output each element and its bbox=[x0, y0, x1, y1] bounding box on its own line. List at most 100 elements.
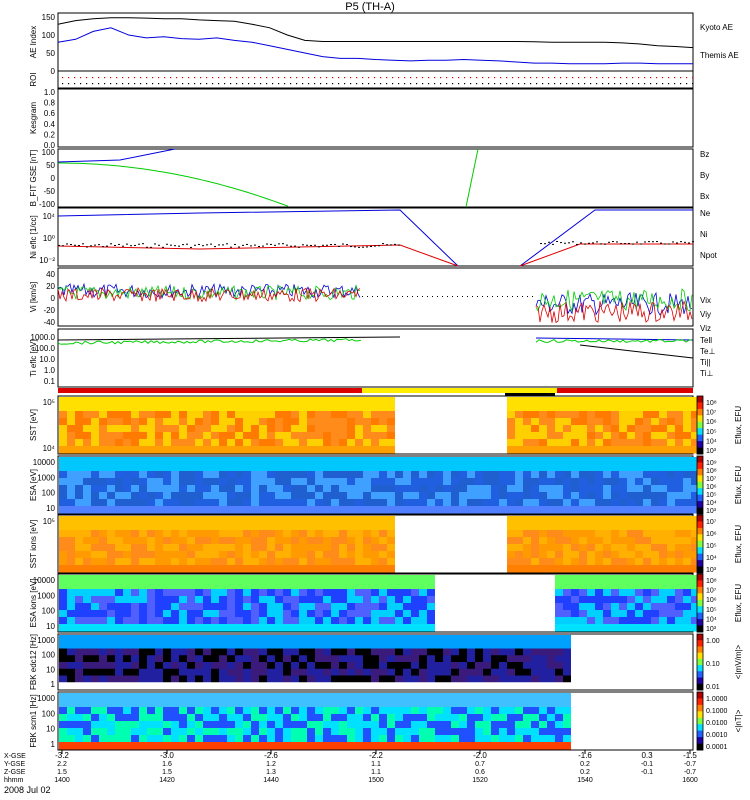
sst2-cell bbox=[363, 530, 371, 538]
esa1-cell bbox=[107, 499, 115, 507]
sst1-cell bbox=[179, 397, 187, 405]
fbk1-cell bbox=[371, 682, 379, 690]
fbk1-cell bbox=[483, 662, 491, 670]
esa1-cell bbox=[531, 485, 539, 493]
sst1-cell bbox=[131, 439, 139, 447]
esa1-cell bbox=[571, 485, 579, 493]
ni-ni-point bbox=[564, 242, 566, 244]
sst1-cell bbox=[227, 432, 235, 440]
esa1-cell bbox=[59, 492, 67, 500]
fbk2-cell bbox=[435, 728, 443, 736]
esa1-cell bbox=[131, 464, 139, 472]
fbk2-cell bbox=[331, 721, 339, 729]
sst2-cell bbox=[387, 516, 395, 524]
esa2-cell bbox=[411, 617, 419, 625]
esa1-cell bbox=[667, 478, 675, 486]
fbk1-cell bbox=[323, 655, 331, 663]
roi-dot bbox=[176, 83, 178, 85]
roi-dot bbox=[596, 77, 598, 79]
sst1-cell bbox=[107, 397, 115, 405]
esa2-cell bbox=[643, 610, 651, 618]
esa1-cell bbox=[619, 506, 627, 514]
esa1-cell bbox=[291, 506, 299, 514]
sst2-cell bbox=[355, 565, 363, 573]
fbk2-tick-label: 100 bbox=[42, 709, 56, 718]
ni-tick-label: 10⁻² bbox=[39, 256, 55, 265]
sst2-cell bbox=[75, 558, 83, 566]
fbk2-cell bbox=[555, 693, 563, 701]
fbk1-cell bbox=[291, 655, 299, 663]
fbk1-cell bbox=[67, 655, 75, 663]
esa1-cell bbox=[603, 457, 611, 465]
esa1-cell bbox=[315, 506, 323, 514]
sst1-cell bbox=[115, 418, 123, 426]
sst2-cell bbox=[315, 516, 323, 524]
fbk1-cell bbox=[331, 648, 339, 656]
fbk1-cell bbox=[403, 682, 411, 690]
vi-zero-dot bbox=[447, 296, 448, 297]
esa2-cell bbox=[323, 610, 331, 618]
sst1-cell bbox=[171, 425, 179, 433]
esa2-cell bbox=[291, 575, 299, 583]
roi-dot bbox=[692, 83, 694, 85]
fbk2-cell bbox=[219, 742, 227, 750]
vi-zero-dot bbox=[442, 296, 443, 297]
esa2-cell bbox=[691, 589, 699, 597]
fbk2-cell bbox=[563, 693, 571, 701]
sst2-cell bbox=[611, 565, 619, 573]
esa2-cell bbox=[635, 596, 643, 604]
sst1-cell bbox=[107, 432, 115, 440]
sst1-cell bbox=[635, 439, 643, 447]
fbk1-cell bbox=[187, 662, 195, 670]
roi-dot bbox=[248, 77, 250, 79]
sst1-colorbar bbox=[696, 395, 704, 455]
esa2-cell bbox=[363, 610, 371, 618]
sst1-tick-label: 10⁵ bbox=[43, 398, 55, 407]
ni-ni-point bbox=[584, 243, 586, 245]
x-row-label: Z-GSE bbox=[4, 769, 26, 776]
roi-dot bbox=[290, 83, 292, 85]
fbk1-cell bbox=[307, 682, 315, 690]
sst2-cell bbox=[659, 537, 667, 545]
fbk2-cell bbox=[387, 707, 395, 715]
roi-dot bbox=[602, 77, 604, 79]
sst1-cell bbox=[363, 446, 371, 454]
esa1-cell bbox=[403, 471, 411, 479]
sst1-cell bbox=[67, 397, 75, 405]
esa1-cell bbox=[475, 485, 483, 493]
fbk2-colorbar-cell bbox=[697, 698, 703, 706]
esa1-cell bbox=[451, 471, 459, 479]
esa1-cell bbox=[307, 478, 315, 486]
esa1-cell bbox=[147, 492, 155, 500]
esa1-cell bbox=[563, 492, 571, 500]
fbk1-cell bbox=[539, 675, 547, 683]
esa1-cell bbox=[619, 478, 627, 486]
esa1-cell bbox=[179, 506, 187, 514]
esa2-cell bbox=[555, 575, 563, 583]
ni-ni-point bbox=[386, 244, 388, 246]
fbk1-cell bbox=[435, 675, 443, 683]
esa2-cell bbox=[651, 610, 659, 618]
sst1-cell bbox=[619, 425, 627, 433]
fbk2-cell bbox=[307, 707, 315, 715]
esa2-cell bbox=[675, 617, 683, 625]
esa2-cell bbox=[267, 575, 275, 583]
sst2-cell bbox=[275, 558, 283, 566]
roi-dot bbox=[566, 83, 568, 85]
sst1-cell bbox=[67, 411, 75, 419]
sst1-cell bbox=[203, 418, 211, 426]
fbk2-cell bbox=[235, 735, 243, 743]
sst1-cell bbox=[99, 439, 107, 447]
fbk1-cell bbox=[107, 648, 115, 656]
fbk1-cell bbox=[523, 635, 531, 643]
esa2-cell bbox=[371, 589, 379, 597]
sst2-cell bbox=[563, 523, 571, 531]
fbk1-cell bbox=[403, 662, 411, 670]
fbk1-cell bbox=[515, 655, 523, 663]
esa1-cell bbox=[595, 457, 603, 465]
esa1-cell bbox=[371, 457, 379, 465]
sst2-colorbar-tick: 10³ bbox=[706, 567, 717, 574]
sst2-cell bbox=[243, 544, 251, 552]
roi-dot bbox=[542, 83, 544, 85]
fbk1-cell bbox=[123, 662, 131, 670]
